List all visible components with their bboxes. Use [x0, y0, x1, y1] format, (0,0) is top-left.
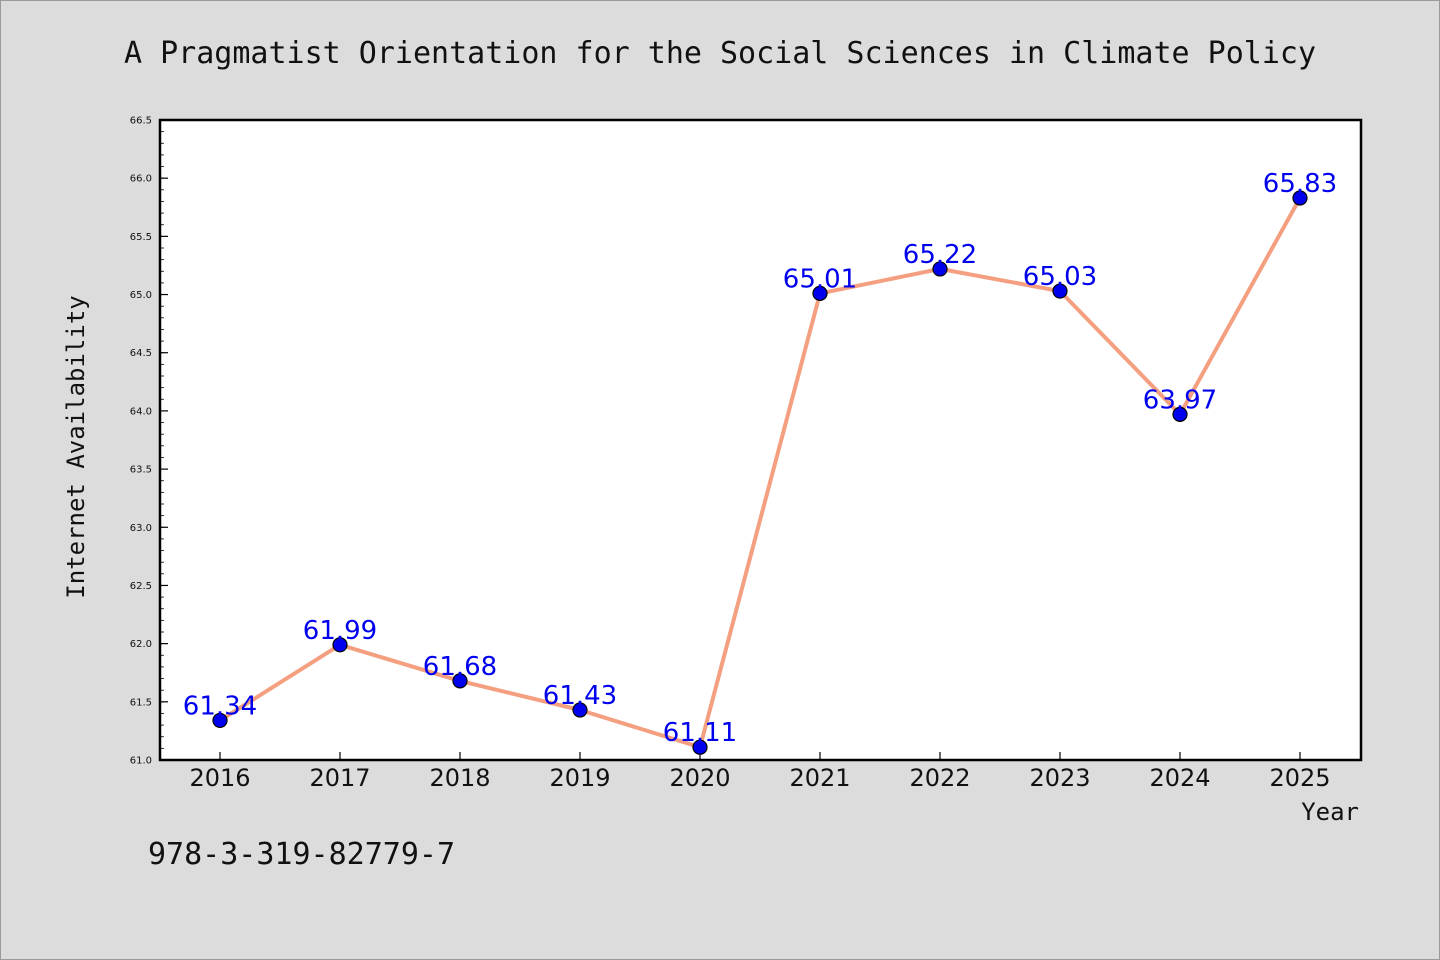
data-label: 61.99 [303, 616, 377, 646]
y-tick-label: 63.5 [130, 465, 152, 476]
data-point [212, 712, 228, 729]
x-axis-label: Year [1301, 798, 1359, 826]
data-label: 61.11 [663, 718, 737, 748]
y-axis-label: Internet Availability [62, 295, 90, 598]
x-tick-label: 2019 [549, 764, 610, 792]
y-tick-label: 61.5 [130, 697, 152, 708]
y-tick-label: 61.0 [130, 756, 152, 767]
series-line [218, 197, 1302, 750]
x-tick-label: 2024 [1149, 764, 1210, 792]
x-tick-label: 2016 [189, 764, 250, 792]
data-point [332, 637, 348, 653]
data-point [1292, 190, 1308, 206]
isbn-note: 978-3-319-82779-7 [148, 837, 455, 872]
data-label: 65.22 [903, 240, 977, 270]
y-tick-label: 65.5 [130, 232, 152, 243]
x-tick-label: 2021 [789, 764, 850, 792]
y-tick-label: 66.0 [130, 174, 152, 185]
y-axis-ticks: 61.0 61.5 62.0 62.5 63.0 63.5 64.0 64.5 65.0 65.5… [130, 116, 168, 767]
x-tick-label: 2018 [429, 764, 490, 792]
data-label: 61.68 [423, 652, 497, 682]
x-tick-label: 2017 [309, 764, 370, 792]
data-point [812, 285, 828, 301]
data-markers [212, 190, 1308, 755]
data-point [692, 739, 708, 755]
data-label: 65.03 [1023, 262, 1097, 292]
x-tick-label: 2022 [909, 764, 970, 792]
data-label: 61.34 [183, 691, 257, 721]
data-point [932, 261, 948, 277]
data-point [1172, 406, 1188, 422]
data-label: 61.43 [543, 681, 617, 711]
x-axis-ticks: 2016 2017 2018 2019 2020 2021 2022 2023 2024 2025 [189, 752, 1331, 792]
data-point [572, 702, 588, 718]
plot-area [158, 118, 1363, 762]
y-tick-label: 63.0 [130, 523, 152, 534]
data-label: 63.97 [1143, 385, 1217, 415]
data-label: 65.01 [783, 264, 857, 294]
data-point [1052, 283, 1068, 299]
y-tick-label: 64.5 [130, 348, 152, 359]
x-tick-label: 2023 [1029, 764, 1090, 792]
y-tick-label: 64.0 [130, 406, 152, 417]
chart-title: A Pragmatist Orientation for the Social … [124, 36, 1316, 71]
data-label: 65.83 [1263, 169, 1337, 199]
y-tick-label: 65.0 [130, 290, 152, 301]
y-tick-label: 66.5 [130, 116, 152, 127]
data-labels: 61.34 61.99 61.68 61.43 61.11 65.01 65.22 65.03… [183, 169, 1337, 748]
y-tick-label: 62.5 [130, 581, 152, 592]
data-point [452, 673, 468, 689]
x-tick-label: 2025 [1269, 764, 1330, 792]
x-tick-label: 2020 [669, 764, 730, 792]
y-tick-label: 62.0 [130, 639, 152, 650]
